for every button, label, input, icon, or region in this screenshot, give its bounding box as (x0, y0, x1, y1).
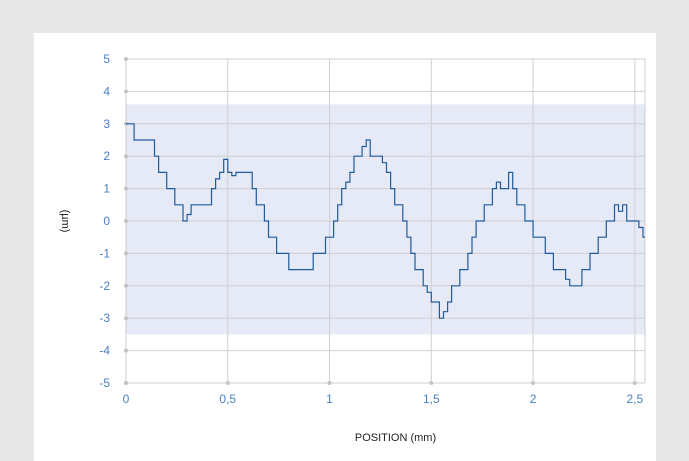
y-tick-label: -3 (99, 311, 110, 325)
chart-card: 5 4 3 2 1 0 -1 -2 -3 -4 -5 0 0,5 1 1,5 2 2,5 POSITION (mm… (34, 33, 656, 461)
y-tick-dot (124, 251, 128, 256)
y-tick-dot (124, 89, 128, 94)
y-tick-label: 3 (103, 117, 110, 131)
y-tick-label: -1 (99, 246, 110, 260)
y-tick-dot (124, 316, 128, 321)
y-tick-dot (124, 186, 128, 191)
x-tick-dot (225, 381, 230, 385)
x-tick-label: 0 (123, 392, 130, 406)
y-tick-label: -5 (99, 376, 110, 390)
x-tick-label: 2 (530, 392, 537, 406)
y-tick-dot (124, 219, 128, 223)
y-axis-title: (µm) (59, 210, 71, 233)
x-tick-dot (124, 381, 128, 385)
x-tick-label: 0,5 (219, 392, 236, 406)
y-tick-label: -2 (99, 279, 110, 293)
y-tick-label: 1 (103, 182, 110, 196)
profile-series-line (126, 123, 645, 319)
x-tick-label: 2,5 (626, 392, 643, 406)
y-tick-label: 0 (103, 214, 110, 228)
x-tick-dot (531, 381, 536, 385)
y-tick-label: -4 (99, 344, 110, 358)
y-tick-label: 4 (103, 84, 110, 98)
x-tick-label: 1,5 (423, 392, 440, 406)
x-tick-dot (327, 381, 332, 385)
x-tick-dot (632, 381, 637, 385)
y-tick-dot (124, 348, 128, 353)
y-tick-dot (124, 154, 128, 159)
chart: 5 4 3 2 1 0 -1 -2 -3 -4 -5 0 0,5 1 1,5 2 2,5 POSITION (mm… (59, 52, 646, 444)
tolerance-band (126, 104, 645, 335)
y-tick-label: 5 (103, 52, 110, 66)
y-tick-label: 2 (103, 149, 110, 163)
x-tick-dot (429, 381, 434, 385)
x-tick-label: 1 (326, 392, 333, 406)
x-axis-title: POSITION (mm) (355, 432, 436, 444)
y-tick-dot (124, 57, 128, 61)
y-tick-dot (124, 283, 128, 288)
